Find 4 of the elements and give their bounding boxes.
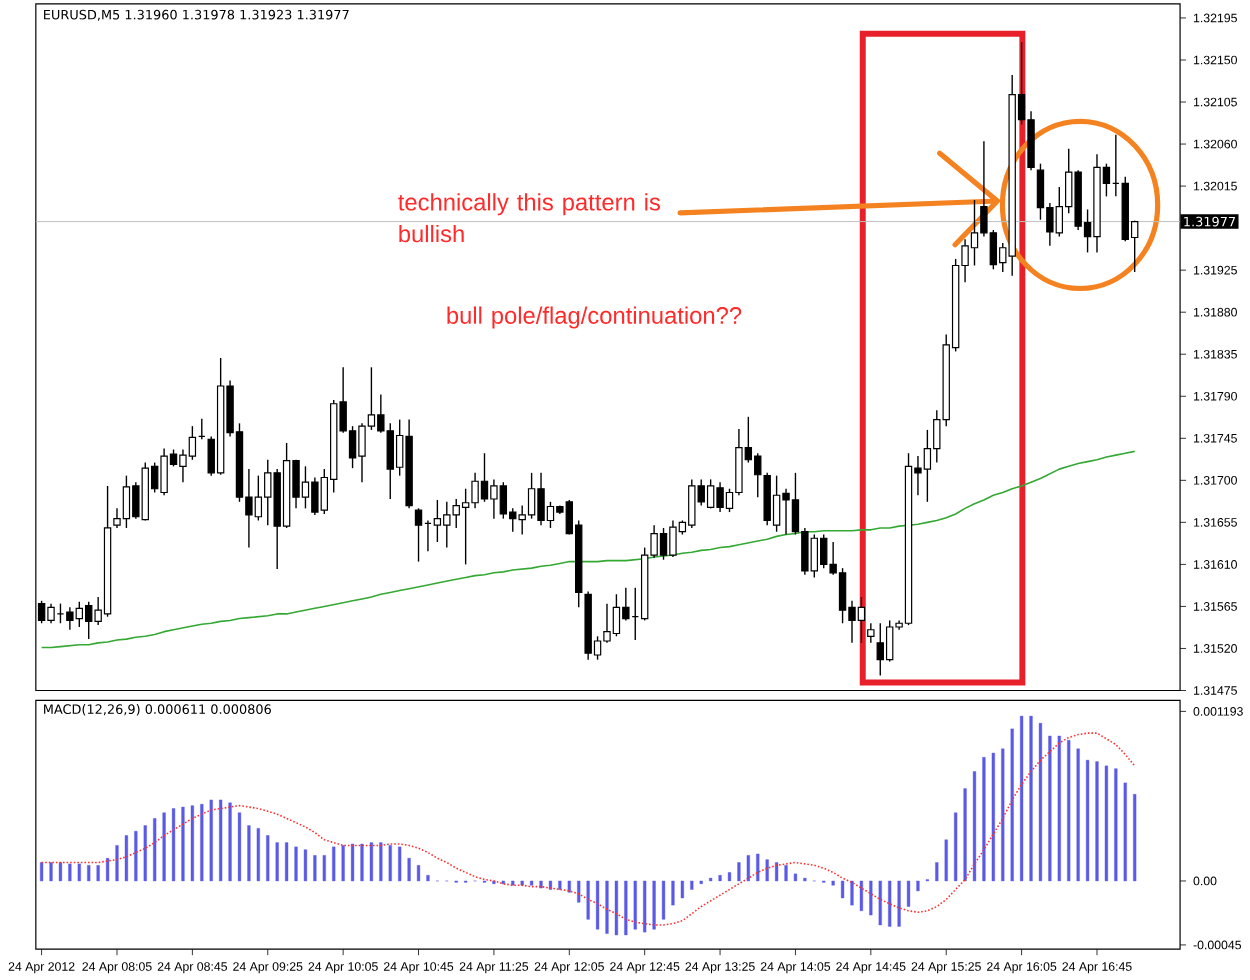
annotation: bull pole/flag/continuation??: [447, 306, 742, 329]
candlestick: [414, 507, 423, 563]
candlestick: [867, 622, 875, 644]
annotation: technically this pattern is bullish: [398, 193, 661, 243]
